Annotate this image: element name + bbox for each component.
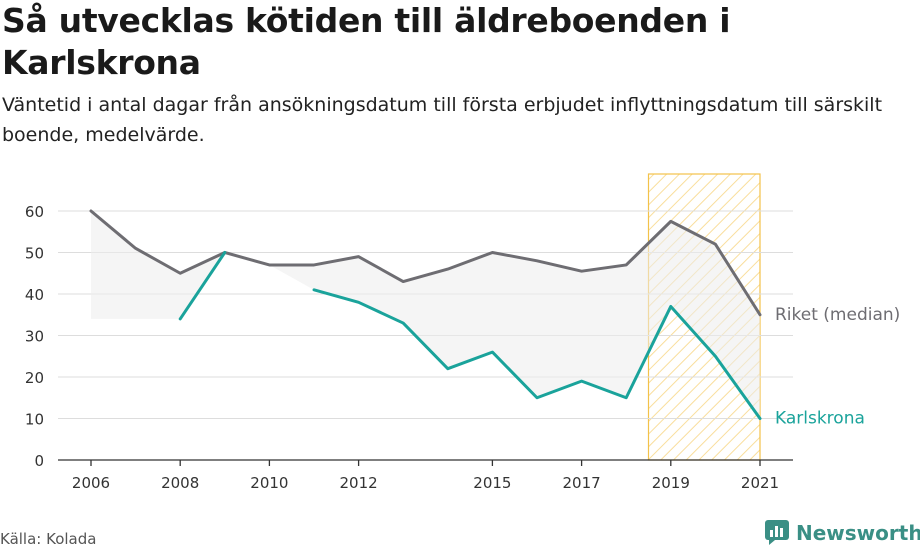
- series-label-karlskrona: Karlskrona: [775, 409, 865, 429]
- y-tick-label: 20: [25, 369, 44, 387]
- series-line-karlskrona: [178, 251, 762, 420]
- brand-logo: Newsworthy: [765, 520, 920, 546]
- x-tick-label: 2012: [340, 474, 378, 492]
- band-area: [91, 211, 225, 319]
- x-tick-label: 2019: [652, 474, 690, 492]
- difference-band: [91, 211, 760, 419]
- newsworthy-logo-icon: [765, 520, 789, 545]
- series-lines: [89, 209, 762, 420]
- y-tick-label: 60: [25, 203, 44, 221]
- series-labels: Riket (median) Karlskrona: [775, 305, 900, 429]
- band-area: [269, 221, 760, 419]
- y-tick-label: 10: [25, 411, 44, 429]
- series-label-riket: Riket (median): [775, 305, 900, 325]
- x-tick-label: 2021: [741, 474, 779, 492]
- y-tick-label: 50: [25, 245, 44, 263]
- source-note: Källa: Kolada: [0, 530, 97, 548]
- series-line-riket: [89, 209, 762, 317]
- brand-name: Newsworthy: [796, 521, 920, 545]
- x-tick-label: 2008: [161, 474, 199, 492]
- chart-subtitle: Väntetid i antal dagar från ansökningsda…: [2, 94, 883, 146]
- x-tick-label: 2006: [72, 474, 110, 492]
- x-axis: 2006 2008 2010 2012 2015 2017 2019 2021: [58, 459, 793, 492]
- y-tick-label: 0: [34, 452, 44, 470]
- y-tick-label: 40: [25, 286, 44, 304]
- x-tick-label: 2010: [250, 474, 288, 492]
- chart-title: Så utvecklas kötiden till äldreboenden i…: [2, 1, 731, 82]
- y-tick-label: 30: [25, 328, 44, 346]
- x-tick-label: 2015: [473, 474, 511, 492]
- x-tick-label: 2017: [563, 474, 601, 492]
